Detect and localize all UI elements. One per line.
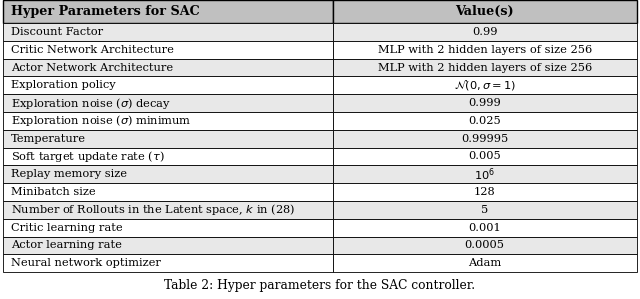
- Bar: [333, 165, 637, 183]
- Bar: [3, 130, 333, 148]
- Bar: [3, 254, 333, 272]
- Text: Actor learning rate: Actor learning rate: [11, 240, 122, 251]
- Bar: [3, 94, 333, 112]
- Bar: [3, 41, 333, 59]
- Bar: [333, 23, 637, 41]
- Text: Soft target update rate ($\tau$): Soft target update rate ($\tau$): [11, 149, 164, 164]
- Text: 5: 5: [481, 205, 488, 215]
- Bar: [3, 77, 333, 94]
- Text: 0.0005: 0.0005: [465, 240, 505, 251]
- Text: 0.999: 0.999: [468, 98, 501, 108]
- Bar: [333, 183, 637, 201]
- Text: Exploration noise ($\sigma$) minimum: Exploration noise ($\sigma$) minimum: [11, 113, 191, 129]
- Text: Minibatch size: Minibatch size: [11, 187, 95, 197]
- Bar: [333, 237, 637, 254]
- Text: MLP with 2 hidden layers of size 256: MLP with 2 hidden layers of size 256: [378, 62, 592, 73]
- Bar: [3, 23, 333, 41]
- Bar: [3, 148, 333, 165]
- Text: Adam: Adam: [468, 258, 501, 268]
- Text: 0.99: 0.99: [472, 27, 497, 37]
- Text: 0.025: 0.025: [468, 116, 501, 126]
- Text: Hyper Parameters for SAC: Hyper Parameters for SAC: [11, 5, 200, 18]
- Bar: [3, 59, 333, 77]
- Bar: [333, 148, 637, 165]
- Text: 128: 128: [474, 187, 495, 197]
- Text: 0.99995: 0.99995: [461, 134, 508, 144]
- Text: Critic Network Architecture: Critic Network Architecture: [11, 45, 173, 55]
- Bar: [333, 219, 637, 237]
- Text: Critic learning rate: Critic learning rate: [11, 223, 122, 233]
- Bar: [3, 237, 333, 254]
- Text: 0.005: 0.005: [468, 152, 501, 161]
- Bar: [333, 201, 637, 219]
- Text: Temperature: Temperature: [11, 134, 86, 144]
- Bar: [333, 112, 637, 130]
- Bar: [333, 254, 637, 272]
- Text: $\mathcal{N}(0, \sigma=1)$: $\mathcal{N}(0, \sigma=1)$: [454, 78, 516, 92]
- Bar: [333, 77, 637, 94]
- Text: Number of Rollouts in the Latent space, $k$ in (28): Number of Rollouts in the Latent space, …: [11, 202, 295, 217]
- Bar: [333, 0, 637, 23]
- Bar: [3, 112, 333, 130]
- Text: Exploration noise ($\sigma$) decay: Exploration noise ($\sigma$) decay: [11, 96, 171, 111]
- Bar: [3, 165, 333, 183]
- Bar: [3, 0, 333, 23]
- Bar: [3, 183, 333, 201]
- Text: Table 2: Hyper parameters for the SAC controller.: Table 2: Hyper parameters for the SAC co…: [164, 279, 476, 292]
- Text: 0.001: 0.001: [468, 223, 501, 233]
- Bar: [333, 130, 637, 148]
- Text: Replay memory size: Replay memory size: [11, 169, 127, 179]
- Text: Neural network optimizer: Neural network optimizer: [11, 258, 161, 268]
- Bar: [333, 41, 637, 59]
- Bar: [333, 59, 637, 77]
- Text: Discount Factor: Discount Factor: [11, 27, 103, 37]
- Bar: [3, 219, 333, 237]
- Text: $10^6$: $10^6$: [474, 166, 495, 183]
- Bar: [3, 201, 333, 219]
- Text: MLP with 2 hidden layers of size 256: MLP with 2 hidden layers of size 256: [378, 45, 592, 55]
- Text: Exploration policy: Exploration policy: [11, 80, 115, 90]
- Text: Value(s): Value(s): [456, 5, 514, 18]
- Text: Actor Network Architecture: Actor Network Architecture: [11, 62, 173, 73]
- Bar: [333, 94, 637, 112]
